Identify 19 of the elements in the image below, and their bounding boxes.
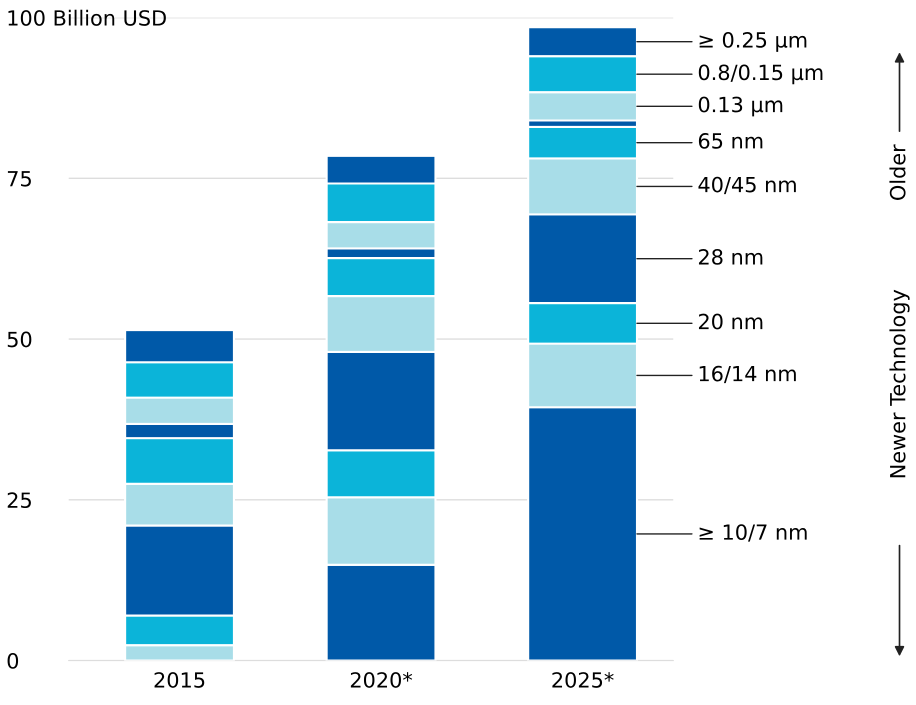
text: 65 nm bbox=[698, 132, 762, 149]
text: ≥ 0.25 µm bbox=[700, 32, 806, 52]
x-tick-label: 2015 bbox=[154, 672, 204, 688]
text: 0.8/0.15 µm bbox=[698, 64, 822, 84]
text: 0.13 µm bbox=[698, 96, 782, 116]
y-tick-label: 25 bbox=[8, 492, 31, 508]
text: 20 nm bbox=[698, 314, 762, 330]
x-tick-label: 2025* bbox=[552, 672, 614, 688]
text: 28 nm bbox=[698, 249, 762, 265]
y-tick-label: 0 bbox=[8, 653, 18, 669]
text: ≥ 10/7 nm bbox=[700, 524, 807, 542]
text: 40/45 nm bbox=[698, 176, 796, 194]
text: Older bbox=[889, 144, 906, 200]
text: 16/14 nm bbox=[700, 366, 796, 384]
y-tick-label: 100 Billion USD bbox=[8, 10, 166, 26]
y-tick-label: 50 bbox=[8, 332, 32, 348]
y-tick-label: 75 bbox=[8, 171, 31, 187]
text: Newer Technology bbox=[889, 290, 910, 478]
x-tick-label: 2020* bbox=[350, 672, 412, 688]
